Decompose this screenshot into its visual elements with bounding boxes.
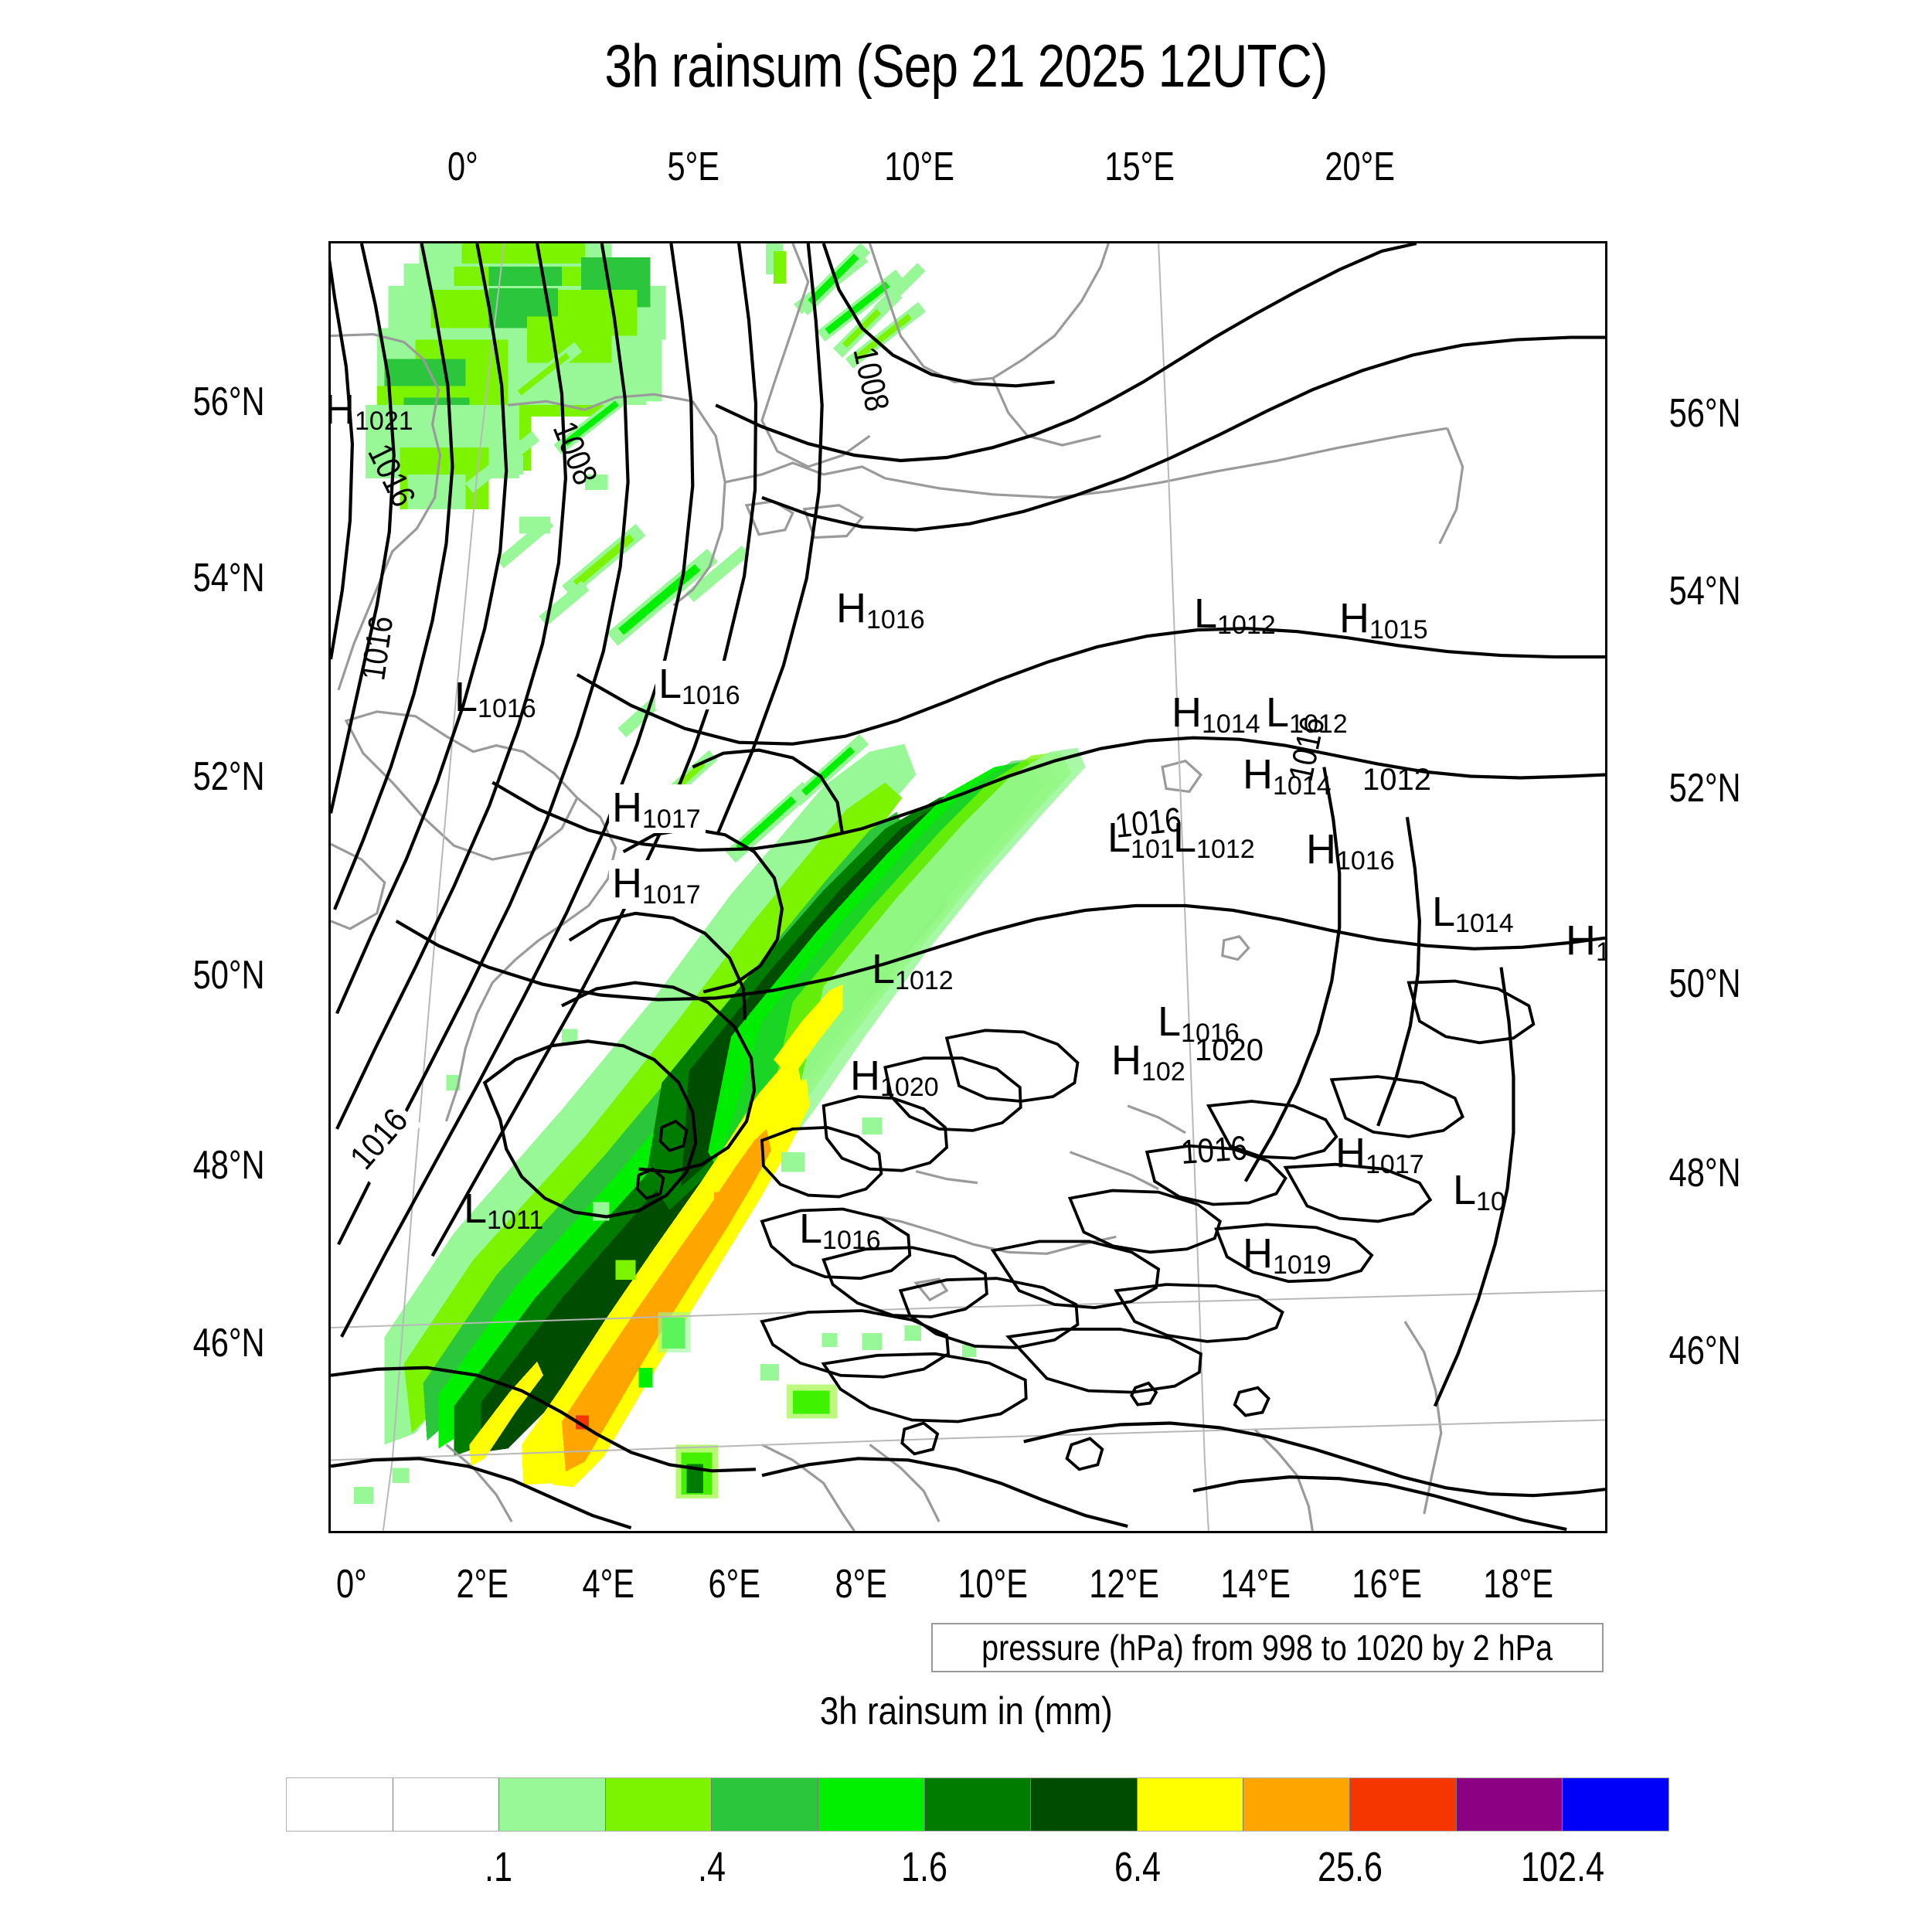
pressure-marker-l1016-d: L1016 <box>799 1206 881 1255</box>
top-tick-4: 20°E <box>1325 145 1395 189</box>
left-tick-5: 46°N <box>192 1321 265 1366</box>
bottom-tick-3: 6°E <box>708 1562 760 1607</box>
right-tick-1: 54°N <box>1668 569 1741 614</box>
pressure-legend-text: pressure (hPa) from 998 to 1020 by 2 hPa <box>981 1628 1553 1668</box>
top-tick-1: 5°E <box>667 145 719 189</box>
colorbar-tick-3: 6.4 <box>1114 1844 1161 1890</box>
pressure-label-1020: 1020 <box>1195 1033 1264 1067</box>
pressure-marker-h1017-b: H1017 <box>609 860 706 909</box>
colorbar-tick-5: 102.4 <box>1521 1844 1605 1890</box>
colorbar-cell-1[interactable] <box>393 1778 500 1831</box>
bottom-tick-6: 12°E <box>1089 1562 1159 1607</box>
colorbar-caption: 3h rainsum in (mm) <box>819 1689 1113 1733</box>
right-tick-5: 46°N <box>1668 1328 1741 1373</box>
left-tick-4: 48°N <box>192 1143 265 1188</box>
pressure-contour-legend: pressure (hPa) from 998 to 1020 by 2 hPa <box>931 1623 1604 1672</box>
left-tick-2: 52°N <box>192 754 265 799</box>
pressure-marker-h1014-a: H1014 <box>1172 689 1260 739</box>
top-tick-0: 0° <box>447 145 478 189</box>
pressure-marker-h1017-a: H1017 <box>609 784 706 833</box>
pressure-marker-l1016-c: L1016 <box>1158 998 1240 1048</box>
pressure-label-1012: 1012 <box>1362 763 1431 797</box>
colorbar-tick-2: 1.6 <box>901 1844 948 1890</box>
pressure-marker-l1014: L1014 <box>1432 889 1514 938</box>
coastlines <box>331 243 1464 1531</box>
isobar-contours <box>331 243 1605 1531</box>
colorbar-cell-9[interactable] <box>1243 1778 1351 1831</box>
colorbar-cell-8[interactable] <box>1137 1778 1244 1831</box>
bottom-tick-0: 0° <box>335 1562 367 1607</box>
right-tick-0: 56°N <box>1668 391 1741 436</box>
page-title: 3h rainsum (Sep 21 2025 12UTC) <box>604 32 1328 100</box>
pressure-marker-l1011: L1011 <box>464 1185 544 1235</box>
pressure-marker-h1017-c: H1017 <box>1335 1130 1424 1179</box>
colorbar-cell-10[interactable] <box>1350 1778 1457 1831</box>
colorbar-cell-7[interactable] <box>1031 1778 1138 1831</box>
pressure-marker-l1012-b: L1012 <box>1266 689 1348 739</box>
colorbar-cell-0[interactable] <box>287 1778 393 1831</box>
contour-label-1016-alps2: 1016 <box>1179 1129 1249 1172</box>
colorbar-cell-2[interactable] <box>499 1778 606 1831</box>
pressure-marker-l101: L101 <box>1107 815 1175 864</box>
colorbar-cell-11[interactable] <box>1456 1778 1563 1831</box>
colorbar-cell-3[interactable] <box>605 1778 713 1831</box>
right-tick-4: 48°N <box>1668 1151 1741 1196</box>
top-tick-3: 15°E <box>1104 145 1175 189</box>
colorbar-tick-1: .4 <box>697 1844 726 1890</box>
bottom-tick-2: 4°E <box>582 1562 634 1607</box>
pressure-marker-l1016-b: L1016 <box>655 661 745 709</box>
map-graphics <box>331 243 1605 1531</box>
pressure-marker-h1019: H1019 <box>1243 1230 1332 1280</box>
pressure-marker-l1012-a: L1012 <box>1194 590 1276 640</box>
left-tick-1: 54°N <box>192 556 265 600</box>
left-tick-3: 50°N <box>192 953 265 998</box>
colorbar[interactable] <box>286 1777 1669 1832</box>
contour-label-1016-alps: 1016 <box>1113 801 1184 845</box>
bottom-tick-7: 14°E <box>1220 1562 1291 1607</box>
graticule <box>331 243 1605 1531</box>
top-tick-2: 10°E <box>884 145 954 189</box>
bottom-tick-9: 18°E <box>1483 1562 1553 1607</box>
colorbar-cell-6[interactable] <box>924 1778 1032 1831</box>
pressure-marker-h102: H102 <box>1111 1037 1185 1087</box>
bottom-tick-1: 2°E <box>456 1562 509 1607</box>
pressure-marker-h1020-a: H1020 <box>850 1053 939 1102</box>
bottom-tick-8: 16°E <box>1352 1562 1422 1607</box>
colorbar-cell-5[interactable] <box>818 1778 925 1831</box>
pressure-marker-l1016-e: L10 <box>1453 1167 1505 1216</box>
pressure-marker-h1010: H10 <box>1566 917 1605 965</box>
pressure-marker-l1012-c: L1012 <box>1173 815 1255 864</box>
left-tick-0: 56°N <box>192 379 265 424</box>
right-tick-2: 52°N <box>1668 766 1741 811</box>
colorbar-cell-4[interactable] <box>712 1778 819 1831</box>
colorbar-tick-0: .1 <box>485 1844 513 1890</box>
pressure-marker-h1014-b: H1014 <box>1243 751 1332 801</box>
pressure-marker-l1012-d: L1012 <box>872 946 954 995</box>
pressure-marker-h1016-a: H1016 <box>833 585 930 634</box>
colorbar-tick-4: 25.6 <box>1317 1844 1383 1890</box>
bottom-tick-4: 8°E <box>835 1562 887 1607</box>
pressure-marker-l1016-a: L1016 <box>454 674 536 723</box>
colorbar-cell-12[interactable] <box>1563 1778 1668 1831</box>
right-tick-3: 50°N <box>1668 961 1741 1006</box>
bottom-tick-5: 10°E <box>957 1562 1028 1607</box>
pressure-marker-h1016-b: H1016 <box>1306 826 1395 876</box>
pressure-marker-h1015: H1015 <box>1339 595 1428 645</box>
